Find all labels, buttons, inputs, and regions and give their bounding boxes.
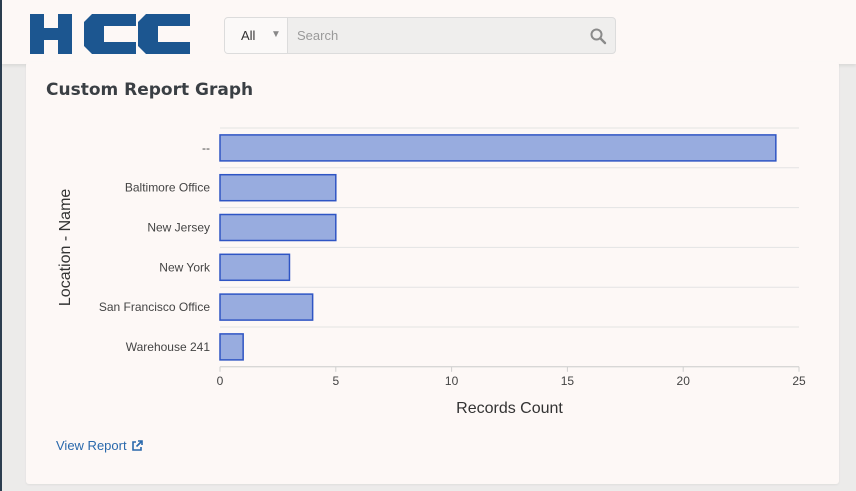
caret-down-icon: ▼ [271, 29, 281, 40]
x-tick-label: 15 [561, 374, 575, 388]
x-tick-label: 20 [677, 374, 691, 388]
x-tick-label: 5 [332, 374, 339, 388]
category-label: San Francisco Office [99, 300, 210, 314]
search-bar: All ▼ [224, 17, 616, 54]
chart-x-ticks: 0 5 10 15 20 25 [217, 366, 806, 388]
x-tick-label: 0 [217, 374, 224, 388]
bar-5[interactable] [219, 333, 244, 361]
bar-3[interactable] [219, 253, 291, 282]
view-report-link[interactable]: View Report [56, 438, 143, 453]
card-title: Custom Report Graph [46, 80, 254, 100]
x-tick-label: 10 [445, 374, 459, 388]
search-input[interactable] [289, 18, 579, 53]
chart-grid [220, 127, 799, 368]
x-axis-title: Records Count [456, 400, 563, 417]
category-label: -- [202, 141, 210, 155]
bar-4[interactable] [219, 293, 314, 321]
report-bar-chart: -- Baltimore Office New Jersey New York San … [57, 127, 806, 417]
view-report-label: View Report [56, 438, 127, 453]
category-label: New Jersey [147, 221, 210, 235]
y-axis-title: Location - Name [57, 189, 74, 306]
hcc-logo[interactable] [28, 12, 192, 56]
bar-1[interactable] [219, 173, 337, 202]
category-label: Warehouse 241 [126, 340, 211, 354]
external-link-icon [131, 440, 143, 451]
bar-0[interactable] [219, 134, 777, 162]
search-scope-dropdown[interactable]: All ▼ [225, 18, 288, 53]
x-tick-label: 25 [792, 374, 806, 388]
search-icon[interactable] [589, 27, 607, 45]
left-rail [0, 0, 2, 491]
top-header: All ▼ [2, 0, 856, 64]
bar-2[interactable] [219, 213, 337, 242]
category-label: New York [159, 260, 211, 274]
category-label: Baltimore Office [125, 181, 210, 195]
report-card: Custom Report Graph -- Baltimore Office Ne… [26, 62, 839, 484]
search-scope-label: All [241, 28, 256, 43]
chart-category-labels: -- Baltimore Office New Jersey New York San … [99, 141, 211, 354]
chart-bars [219, 134, 777, 361]
